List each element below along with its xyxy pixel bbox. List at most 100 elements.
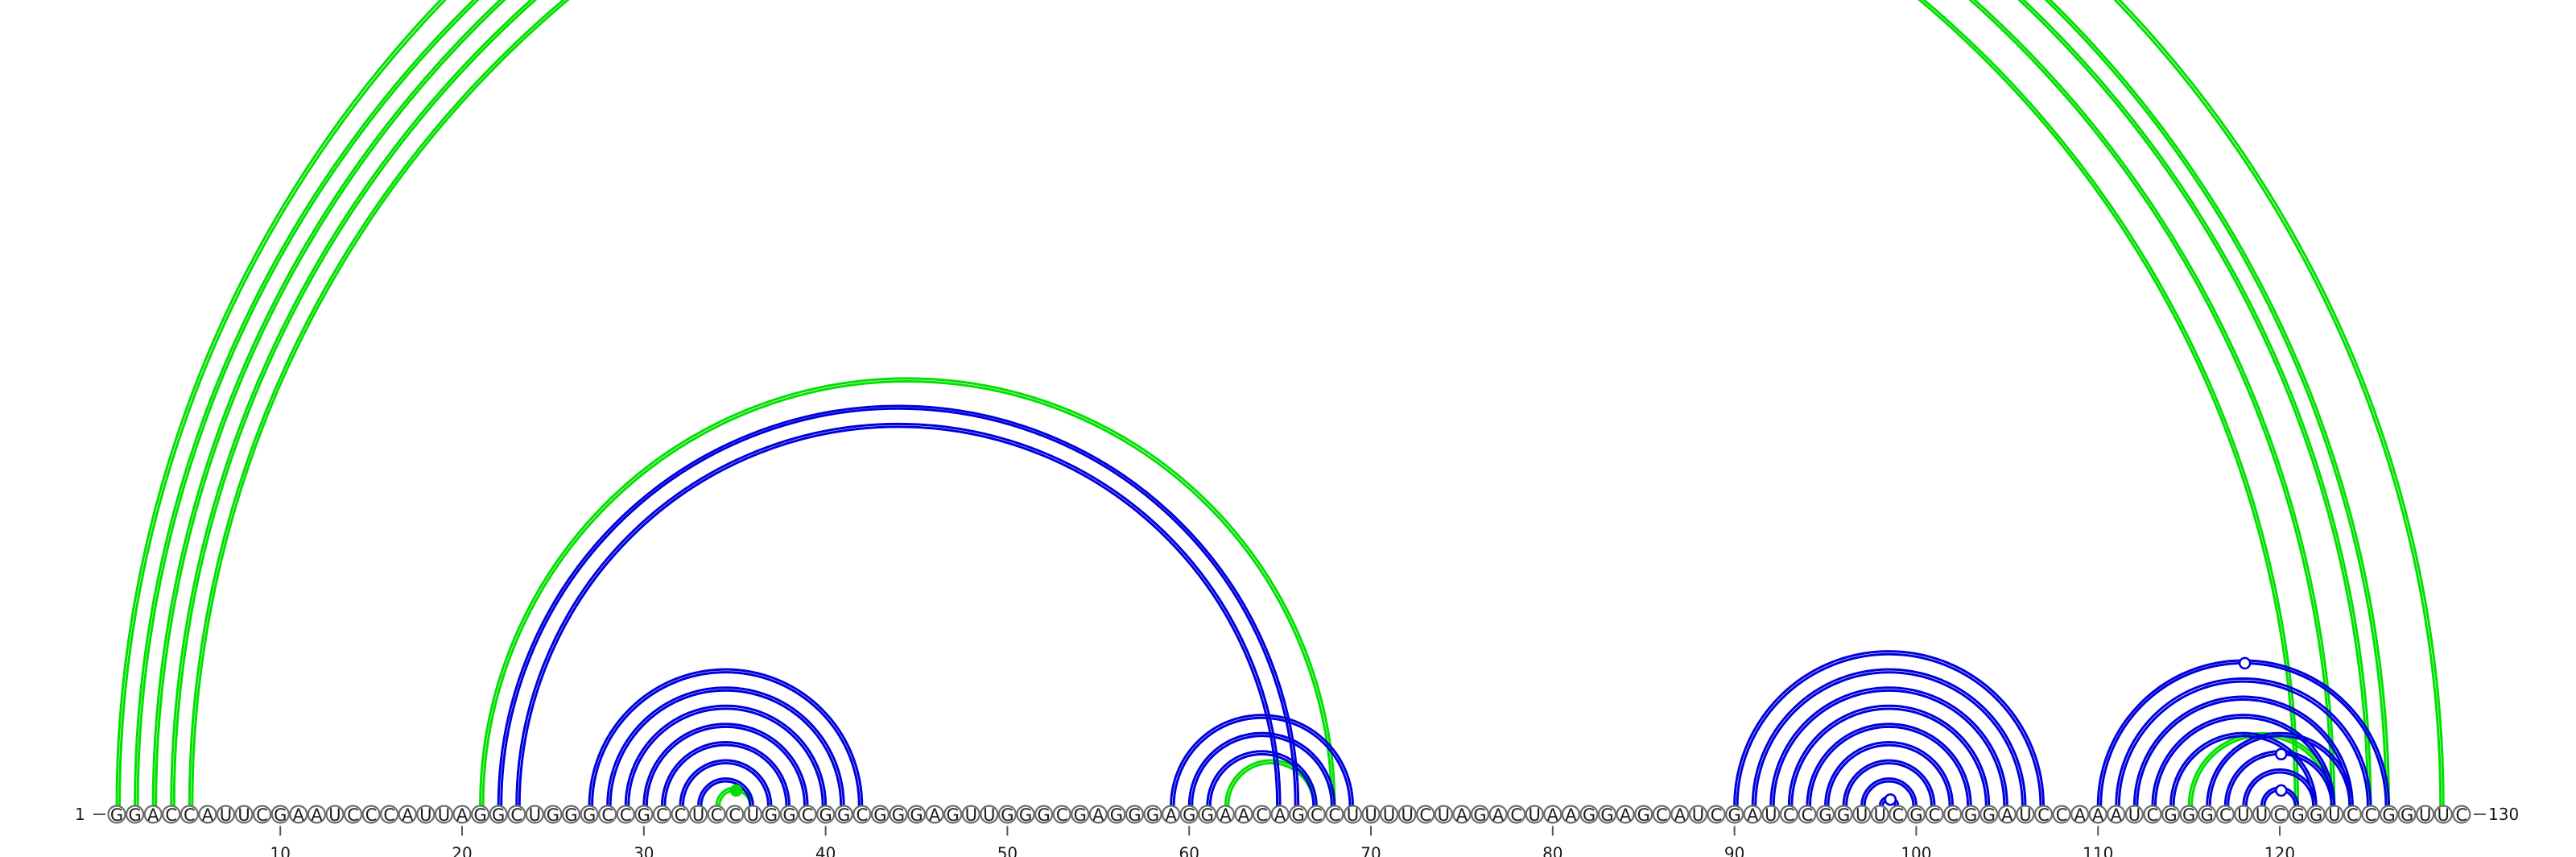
green-arc — [479, 377, 1336, 806]
nucleotide-circle — [1670, 805, 1690, 824]
nucleotide-letter: U — [1347, 805, 1359, 825]
nucleotide-circle — [997, 805, 1018, 824]
arc-marker — [2275, 784, 2288, 797]
nucleotide-circle — [598, 805, 617, 824]
nucleotide: G — [1579, 805, 1599, 825]
nucleotide: U — [2234, 805, 2253, 825]
nucleotide-letter: U — [1856, 805, 1868, 825]
nucleotide-letter: C — [1311, 805, 1323, 825]
nucleotide: G — [870, 805, 890, 825]
nucleotide-circle — [198, 805, 217, 824]
green-arc — [115, 0, 2445, 806]
nucleotide: A — [1543, 805, 1563, 825]
nucleotide-letter: A — [2092, 805, 2104, 825]
nucleotide: A — [1488, 805, 1508, 825]
tick-label: 100 — [1901, 844, 1931, 857]
start-position: 1 — [75, 805, 105, 824]
nucleotide-letter: G — [564, 805, 577, 825]
nucleotide: C — [1889, 805, 1908, 825]
nucleotide-circle — [2033, 805, 2054, 824]
nucleotide: C — [2215, 805, 2235, 825]
nucleotide-circle — [925, 805, 944, 824]
nucleotide-letter: G — [765, 805, 778, 825]
arc-markers — [729, 656, 2288, 806]
blue-arc — [1206, 750, 1318, 806]
nucleotide-circle — [507, 805, 526, 824]
blue-arc — [697, 777, 754, 806]
nucleotide: G — [1470, 805, 1490, 825]
nucleotide-letter: A — [1547, 805, 1559, 825]
nucleotide-letter: G — [1201, 805, 1214, 825]
nucleotide: G — [779, 805, 799, 825]
nucleotide-letter: A — [1456, 805, 1468, 825]
nucleotide: G — [1634, 805, 1653, 825]
nucleotide-circle — [671, 805, 690, 824]
arc-marker — [2238, 656, 2252, 670]
nucleotide-letter: G — [110, 805, 123, 825]
nucleotide-circle — [1870, 805, 1889, 824]
nucleotide: U — [2416, 805, 2435, 825]
blue-arc — [1736, 652, 2042, 806]
nucleotide: A — [1997, 805, 2017, 825]
nucleotide-circle — [1925, 805, 1944, 824]
tick-label: 120 — [2264, 844, 2295, 857]
nucleotide-circle — [2143, 805, 2162, 824]
nucleotide-circle — [2306, 805, 2326, 824]
nucleotide-circle — [216, 805, 236, 824]
nucleotide-circle — [1125, 805, 1145, 824]
tick-label: 40 — [815, 844, 836, 857]
nucleotide: U — [961, 805, 980, 825]
nucleotide: C — [380, 805, 399, 825]
nucleotide-letter: C — [729, 805, 741, 825]
nucleotide-letter: C — [620, 805, 632, 825]
nucleotide-letter: U — [1383, 805, 1395, 825]
nucleotide: C — [1252, 805, 1272, 825]
nucleotide-circle — [380, 805, 399, 824]
nucleotide-letter: C — [2056, 805, 2068, 825]
nucleotide-circle — [1379, 805, 1399, 824]
nucleotide: G — [107, 805, 126, 825]
nucleotide-letter: G — [1983, 805, 1996, 825]
nucleotide-letter: U — [1765, 805, 1777, 825]
nucleotide-letter: G — [1019, 805, 1032, 825]
nucleotide-circle — [1597, 805, 1617, 824]
nucleotide-circle — [906, 805, 927, 824]
nucleotide-letter: C — [1656, 805, 1668, 825]
blue-arc — [1860, 777, 1918, 806]
nucleotide: G — [2161, 805, 2181, 825]
nucleotide-circle — [1815, 805, 1835, 824]
nucleotide-letter: C — [365, 805, 378, 825]
nucleotide: G — [470, 805, 490, 825]
blue-arc — [1842, 759, 1936, 806]
nucleotide-letter: C — [2147, 805, 2159, 825]
nucleotide: A — [1216, 805, 1235, 825]
nucleotide: U — [1397, 805, 1417, 825]
nucleotide-circle — [2270, 805, 2289, 824]
nucleotide-circle — [434, 805, 454, 824]
nucleotide-circle — [1034, 805, 1054, 824]
nucleotide-circle — [1616, 805, 1635, 824]
nucleotide: U — [2325, 805, 2344, 825]
blue-arc — [606, 686, 845, 806]
nucleotide: U — [2434, 805, 2453, 825]
nucleotide-circle — [980, 805, 999, 824]
nucleotide: G — [1198, 805, 1217, 825]
nucleotide-circle — [2161, 805, 2181, 824]
nucleotide: U — [216, 805, 236, 825]
nucleotide: G — [2379, 805, 2399, 825]
nucleotide-letter: G — [1637, 805, 1650, 825]
nucleotide: G — [1125, 805, 1145, 825]
nucleotide-circle — [779, 805, 799, 824]
nucleotide: A — [452, 805, 472, 825]
nucleotide: U — [1525, 805, 1544, 825]
nucleotide-circle — [580, 805, 599, 824]
nucleotide-letter: C — [1946, 805, 1959, 825]
nucleotide: C — [180, 805, 199, 825]
nucleotide-circle — [1361, 805, 1381, 824]
nucleotide-circle — [816, 805, 836, 824]
nucleotide-letter: U — [747, 805, 759, 825]
nucleotide: C — [671, 805, 690, 825]
blue-arc — [642, 722, 809, 806]
nucleotide-circle — [2434, 805, 2453, 824]
nucleotide: G — [943, 805, 963, 825]
